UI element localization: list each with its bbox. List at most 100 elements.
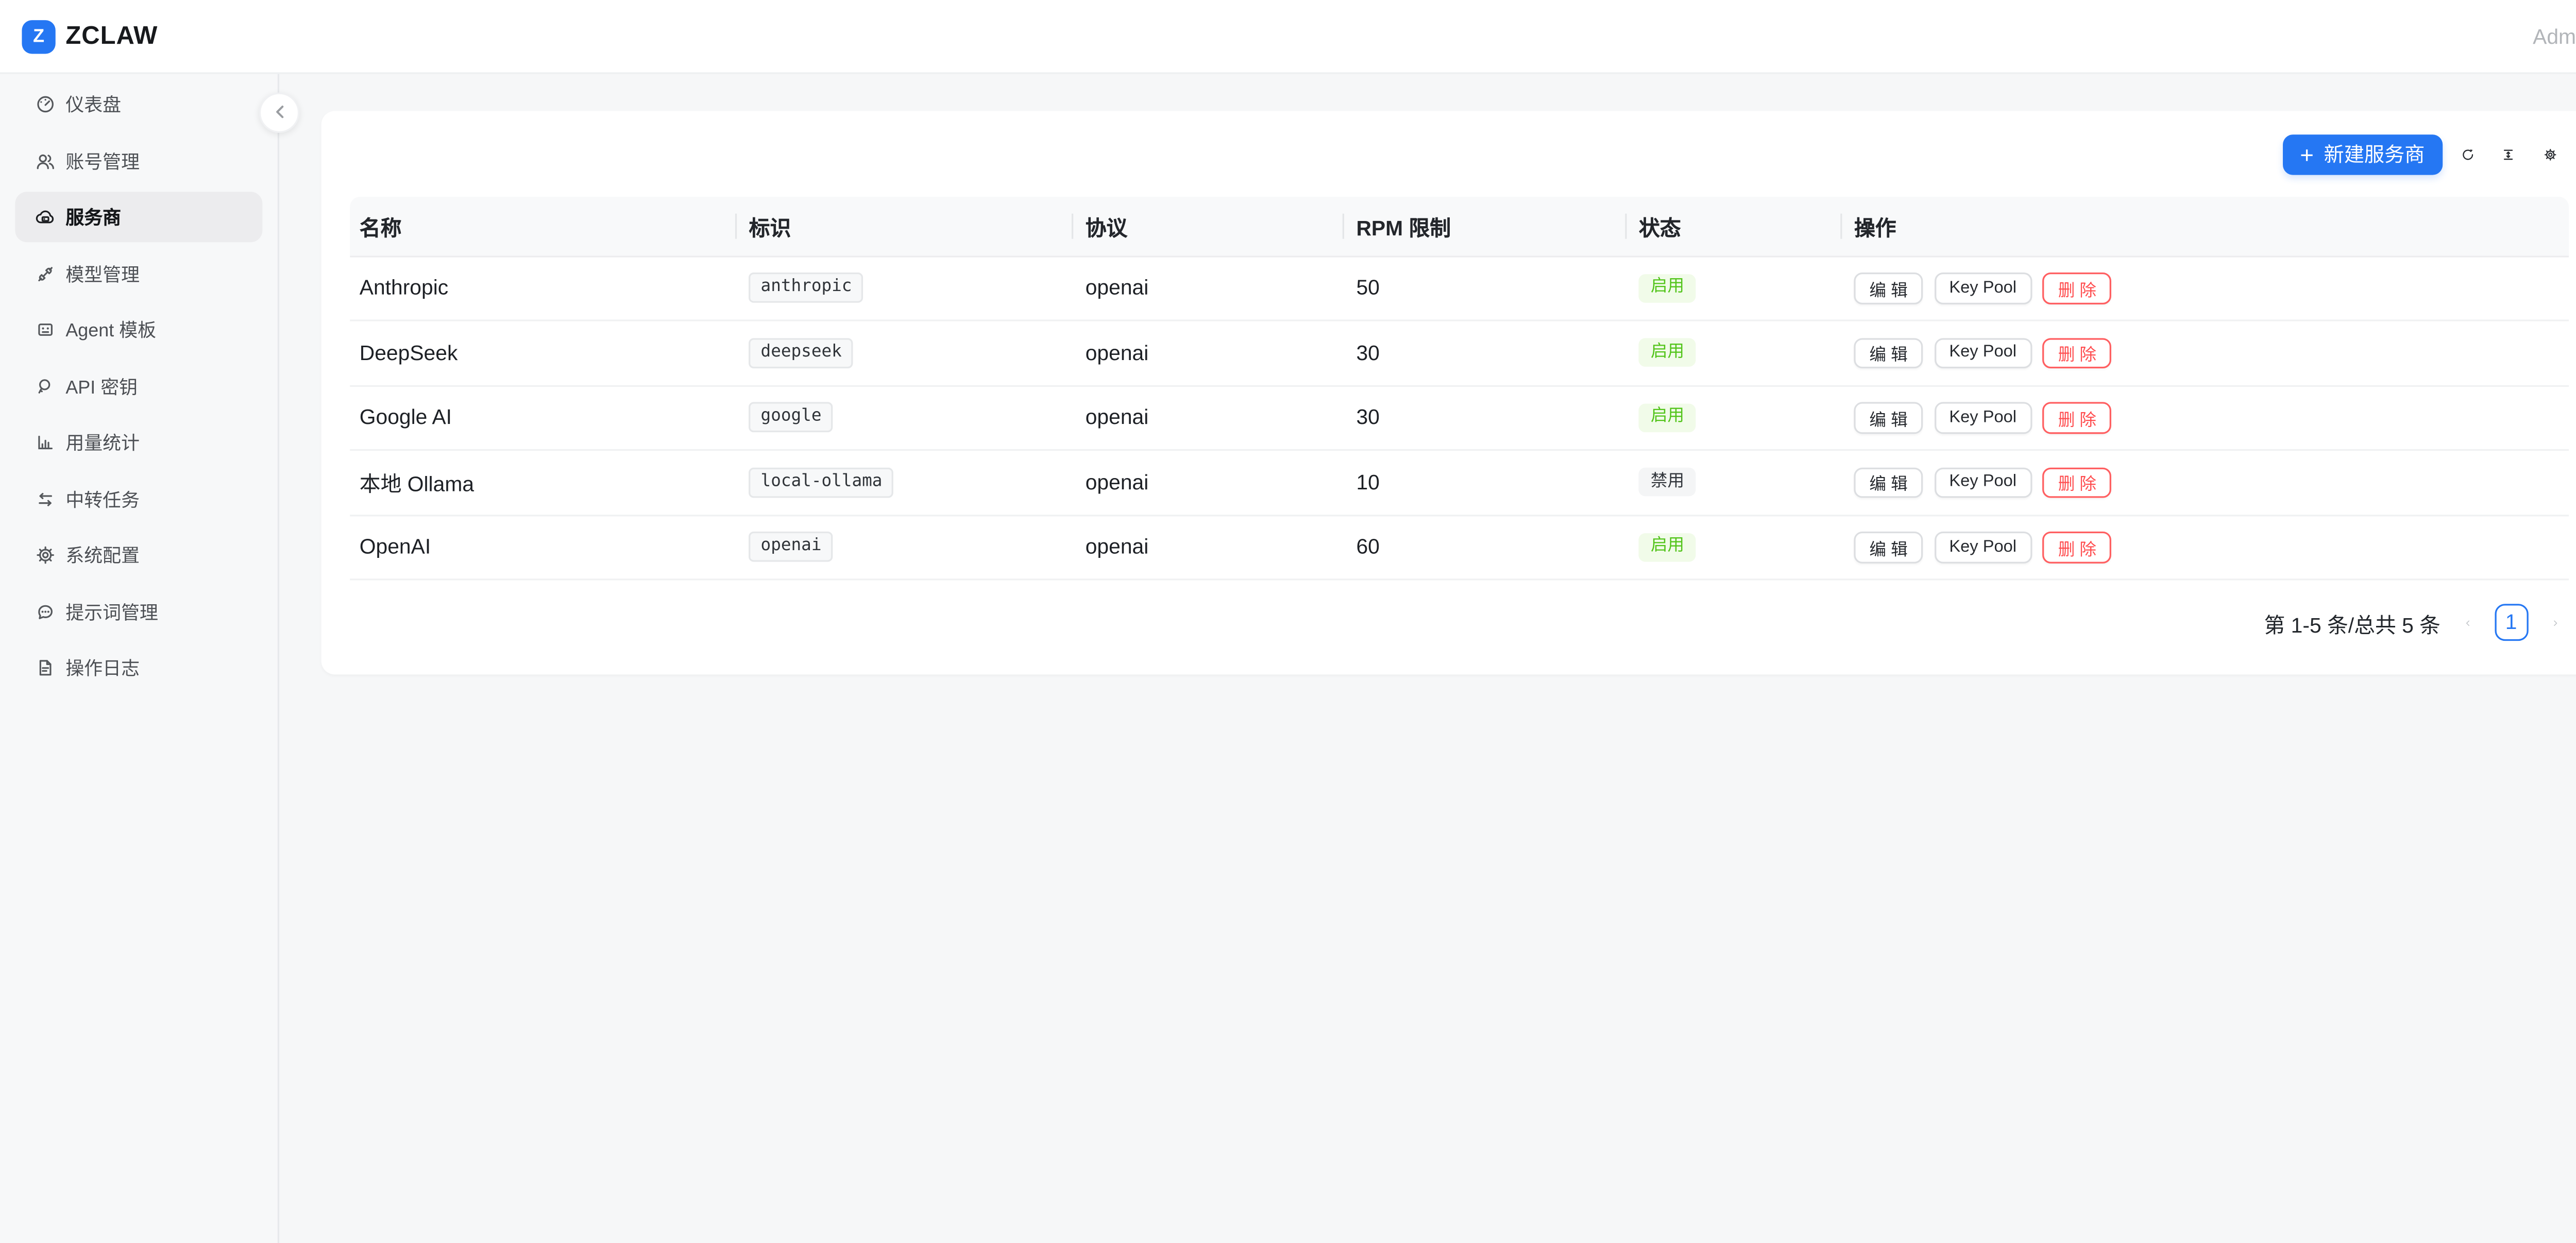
key-pool-button[interactable]: Key Pool (1934, 532, 2032, 563)
sidebar: 仪表盘 账号管理 服务商 模型管理 (0, 72, 280, 1243)
sidebar-item-api-keys[interactable]: API 密钥 (15, 361, 262, 411)
pagination-summary: 第 1-5 条/总共 5 条 (2264, 613, 2441, 637)
provider-protocol: openai (1085, 470, 1149, 495)
pagination-page-1[interactable]: 1 (2494, 604, 2528, 641)
gear-icon (35, 545, 55, 565)
chevron-left-icon (272, 105, 286, 120)
api-plug-icon (35, 263, 55, 283)
sidebar-item-label: 中转任务 (65, 490, 140, 511)
column-divider (1342, 214, 1344, 239)
delete-button[interactable]: 删 除 (2043, 467, 2112, 498)
edit-button[interactable]: 编 辑 (1854, 467, 1923, 498)
provider-rpm: 60 (1356, 535, 1380, 559)
provider-slug-tag: openai (749, 532, 834, 563)
table-row: Anthropic anthropic openai 50 启用 编 辑 Key… (349, 257, 2569, 321)
status-badge: 启用 (1639, 274, 1697, 303)
key-pool-button[interactable]: Key Pool (1934, 273, 2032, 304)
brand-logo[interactable]: Z (22, 19, 56, 53)
sidebar-item-providers[interactable]: 服务商 (15, 192, 263, 243)
sidebar-item-operation-logs[interactable]: 操作日志 (15, 642, 262, 693)
pagination-next-icon[interactable] (2541, 604, 2568, 641)
pagination-prev-icon[interactable] (2454, 604, 2481, 641)
provider-rpm: 10 (1356, 470, 1380, 495)
gauge-icon (35, 94, 55, 114)
sidebar-nav: 仪表盘 账号管理 服务商 模型管理 (15, 79, 263, 699)
sidebar-item-label: 模型管理 (65, 265, 140, 285)
swap-arrows-icon (35, 489, 55, 509)
sidebar-item-dashboard[interactable]: 仪表盘 (15, 79, 262, 129)
sidebar-item-models[interactable]: 模型管理 (15, 248, 262, 299)
column-divider (1840, 214, 1842, 239)
sidebar-item-relay-tasks[interactable]: 中转任务 (15, 473, 262, 524)
app-header: Z ZCLAW Admin (0, 0, 2576, 74)
column-height-icon[interactable] (2492, 139, 2526, 172)
sidebar-item-system-config[interactable]: 系统配置 (15, 530, 262, 581)
key-pool-button[interactable]: Key Pool (1934, 467, 2032, 498)
sidebar-item-label: 系统配置 (65, 547, 140, 567)
user-menu[interactable]: Admin (2533, 24, 2576, 48)
sidebar-item-label: Agent 模板 (65, 321, 157, 342)
delete-button[interactable]: 删 除 (2043, 273, 2112, 304)
provider-protocol: openai (1085, 276, 1149, 300)
sidebar-item-accounts[interactable]: 账号管理 (15, 135, 262, 186)
status-badge: 启用 (1639, 403, 1697, 432)
sidebar-item-label: API 密钥 (65, 378, 138, 398)
column-divider (1071, 214, 1074, 239)
reload-icon[interactable] (2451, 139, 2485, 172)
edit-button[interactable]: 编 辑 (1854, 273, 1923, 304)
key-pool-button[interactable]: Key Pool (1934, 402, 2032, 433)
delete-button[interactable]: 删 除 (2043, 532, 2112, 563)
sidebar-item-label: 账号管理 (65, 152, 140, 173)
column-header-protocol: 协议 (1085, 216, 1128, 241)
document-icon (35, 658, 55, 678)
sidebar-item-agent-templates[interactable]: Agent 模板 (15, 304, 262, 355)
providers-card: + 新建服务商 名称 标识 协议 RPM 限制 状态 操作 (321, 111, 2576, 675)
table-row: OpenAI openai openai 60 启用 编 辑 Key Pool … (349, 516, 2569, 581)
provider-rpm: 50 (1356, 276, 1380, 300)
table-row: DeepSeek deepseek openai 30 启用 编 辑 Key P… (349, 321, 2569, 386)
robot-icon (35, 319, 55, 339)
settings-icon[interactable] (2534, 139, 2567, 172)
edit-button[interactable]: 编 辑 (1854, 337, 1923, 369)
provider-name: Anthropic (359, 276, 449, 300)
edit-button[interactable]: 编 辑 (1854, 532, 1923, 563)
delete-button[interactable]: 删 除 (2043, 402, 2112, 433)
message-dots-icon (35, 601, 55, 621)
delete-button[interactable]: 删 除 (2043, 337, 2112, 369)
provider-slug-tag: local-ollama (749, 467, 894, 498)
bar-chart-icon (35, 432, 55, 452)
column-divider (735, 214, 737, 239)
brand-title: ZCLAW (65, 22, 158, 50)
sidebar-item-usage-stats[interactable]: 用量统计 (15, 417, 262, 468)
sidebar-item-label: 用量统计 (65, 434, 140, 454)
provider-name: OpenAI (359, 535, 431, 559)
new-provider-button[interactable]: + 新建服务商 (2282, 134, 2442, 175)
cloud-server-icon (35, 207, 55, 227)
new-provider-label: 新建服务商 (2324, 143, 2425, 167)
key-pool-button[interactable]: Key Pool (1934, 337, 2032, 369)
sidebar-item-label: 仪表盘 (65, 96, 122, 116)
table-header-row: 名称 标识 协议 RPM 限制 状态 操作 (349, 197, 2569, 257)
status-badge: 启用 (1639, 533, 1697, 562)
column-header-slug: 标识 (749, 216, 791, 241)
brand-logo-letter: Z (33, 26, 45, 46)
providers-table: 名称 标识 协议 RPM 限制 状态 操作 Anthropic anthropi… (349, 197, 2569, 581)
sidebar-item-label: 提示词管理 (65, 603, 158, 623)
provider-name: 本地 Ollama (359, 473, 474, 497)
column-divider (1625, 214, 1627, 239)
plus-icon: + (2300, 141, 2314, 168)
provider-protocol: openai (1085, 535, 1149, 559)
status-badge: 禁用 (1639, 468, 1697, 497)
column-header-actions: 操作 (1854, 216, 1896, 241)
provider-protocol: openai (1085, 341, 1149, 365)
provider-slug-tag: deepseek (749, 337, 854, 368)
provider-slug-tag: anthropic (749, 273, 864, 303)
pagination: 第 1-5 条/总共 5 条 1 (2264, 601, 2568, 643)
sidebar-collapse-button[interactable] (259, 92, 300, 133)
sidebar-item-label: 服务商 (65, 208, 122, 229)
edit-button[interactable]: 编 辑 (1854, 402, 1923, 433)
sidebar-item-prompts[interactable]: 提示词管理 (15, 586, 262, 637)
provider-protocol: openai (1085, 406, 1149, 430)
table-row: Google AI google openai 30 启用 编 辑 Key Po… (349, 386, 2569, 451)
